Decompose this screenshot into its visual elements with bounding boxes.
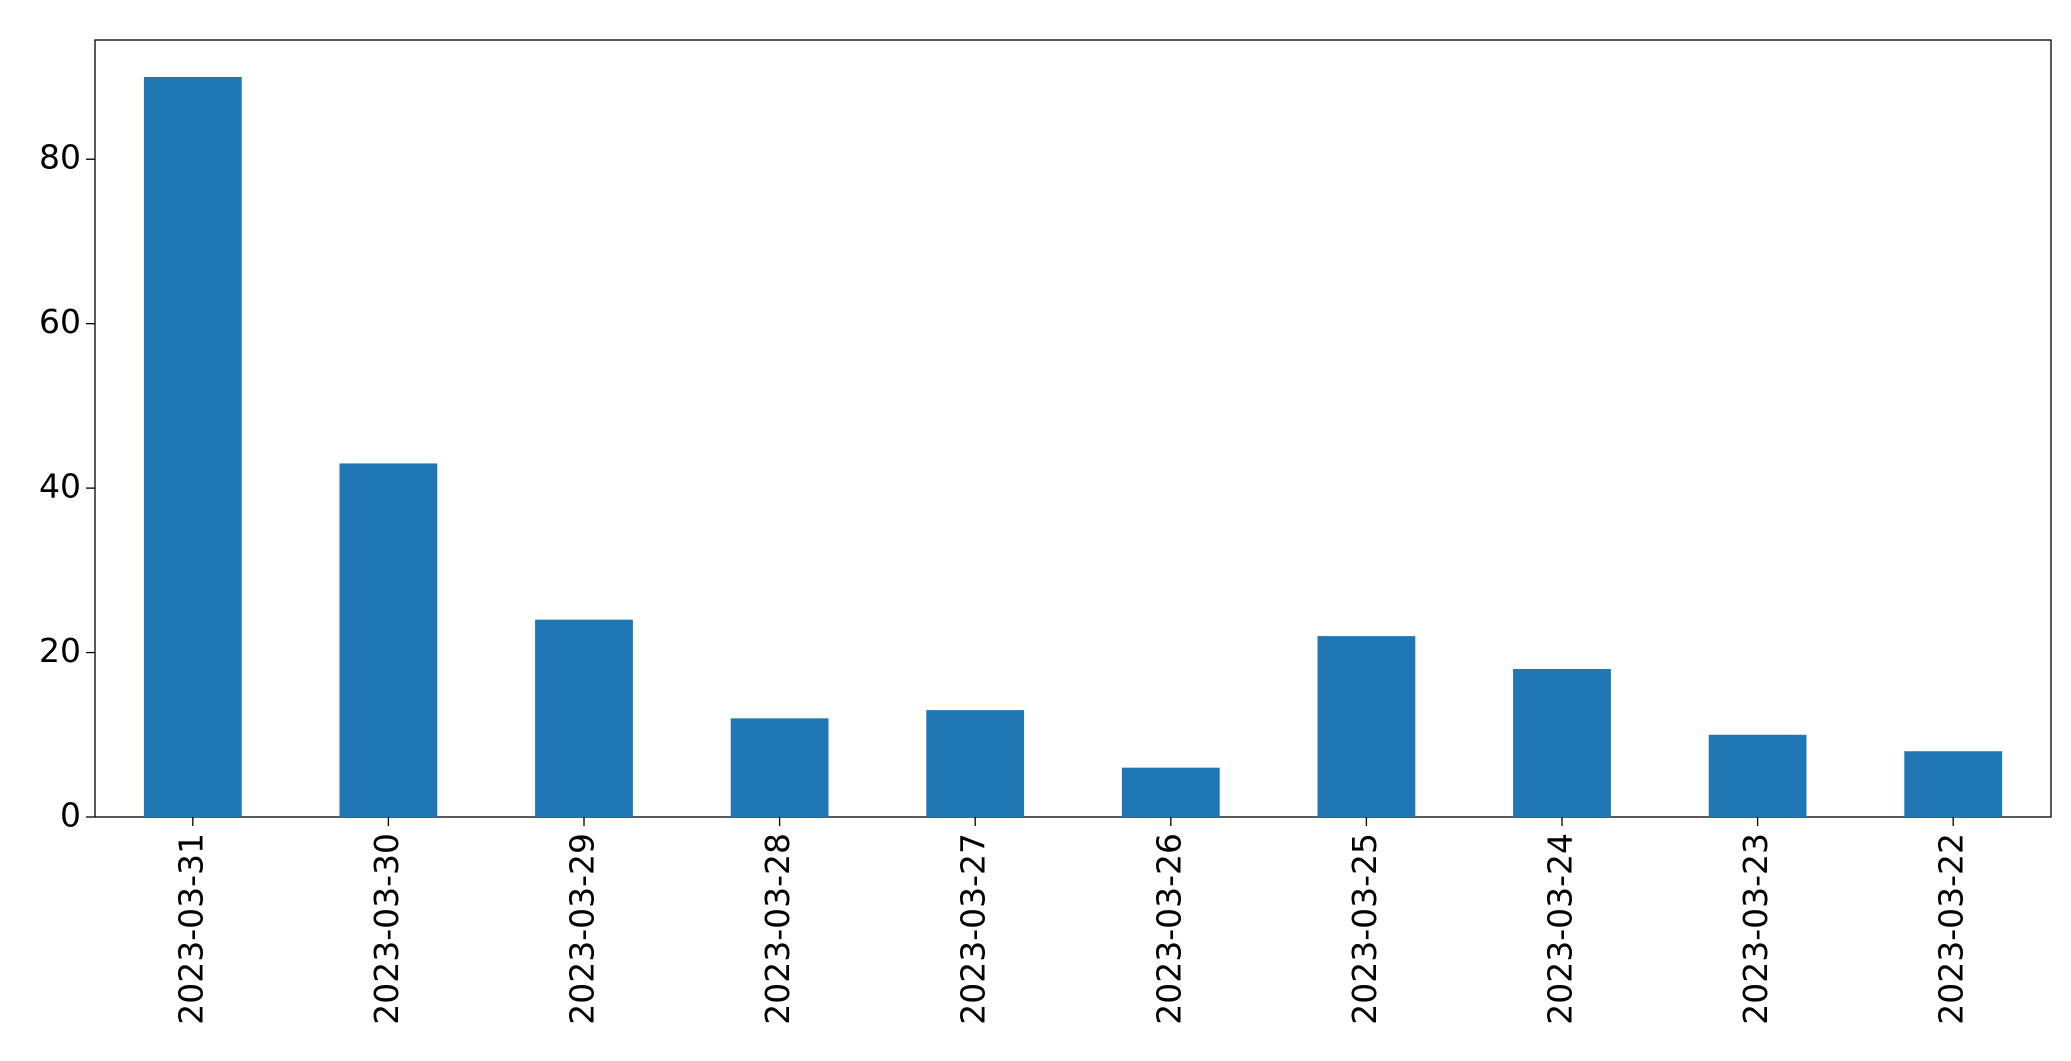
bar: [1513, 669, 1611, 817]
bar: [730, 718, 829, 817]
x-tick-label: 2023-03-31: [171, 833, 210, 1025]
x-tick-label: 2023-03-27: [954, 833, 993, 1025]
y-tick-label: 80: [39, 138, 81, 177]
x-tick-label: 2023-03-23: [1736, 833, 1775, 1025]
plot-frame: [94, 39, 2052, 818]
y-tick-label: 40: [39, 467, 81, 506]
bar: [1317, 636, 1416, 817]
x-tick-label: 2023-03-28: [758, 833, 797, 1025]
bar: [1121, 767, 1220, 817]
x-tick-label: 2023-03-24: [1541, 833, 1580, 1025]
x-tick-label: 2023-03-25: [1345, 833, 1384, 1025]
x-tick-label: 2023-03-30: [367, 833, 406, 1025]
bar: [339, 463, 438, 817]
y-tick-label: 0: [60, 796, 81, 835]
y-tick-label: 20: [39, 631, 81, 670]
bar: [1904, 751, 2003, 817]
bar: [926, 710, 1025, 817]
x-tick-label: 2023-03-26: [1149, 833, 1188, 1025]
y-tick-label: 60: [39, 302, 81, 341]
x-tick-label: 2023-03-29: [563, 833, 602, 1025]
bar: [143, 77, 242, 817]
bar: [535, 619, 633, 817]
x-tick-label: 2023-03-22: [1932, 833, 1971, 1025]
bar: [1708, 734, 1807, 817]
